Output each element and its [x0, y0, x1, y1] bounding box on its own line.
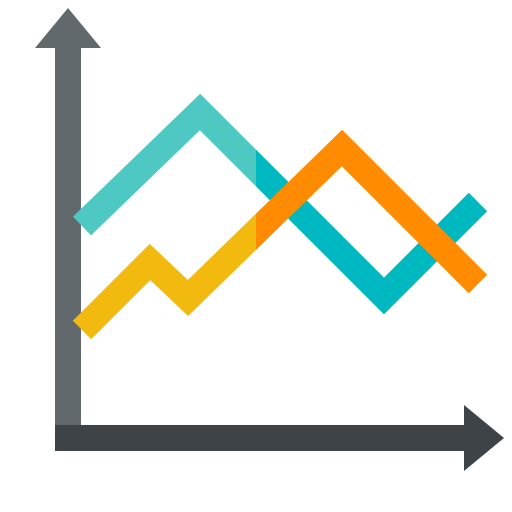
y-axis-arrow: [35, 8, 101, 48]
y-axis: [55, 32, 81, 451]
x-axis-arrow: [464, 405, 504, 471]
x-axis: [55, 425, 480, 451]
line-chart-icon: [0, 0, 512, 512]
